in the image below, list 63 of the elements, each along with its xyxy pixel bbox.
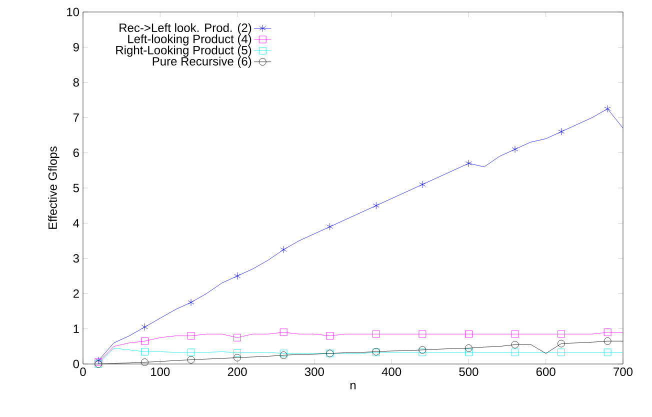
point <box>187 332 195 340</box>
point <box>558 128 565 136</box>
point <box>465 160 472 168</box>
point <box>512 146 518 153</box>
point <box>326 332 334 340</box>
point <box>187 348 195 356</box>
point <box>234 349 241 356</box>
point <box>558 348 565 356</box>
point <box>511 348 519 356</box>
point <box>511 330 519 338</box>
legend-label: Right-Looking Product (5) <box>116 46 252 57</box>
point <box>465 344 472 352</box>
point <box>234 272 241 280</box>
y-axis-title: Effective Gflops <box>48 146 60 229</box>
point <box>604 328 612 336</box>
legend-label: Left-looking Product (4) <box>128 34 252 46</box>
point <box>372 330 380 338</box>
point <box>141 348 148 356</box>
point <box>280 328 288 336</box>
x-tick-label: 100 <box>151 368 170 376</box>
x-tick-label: 400 <box>382 368 402 376</box>
legend-label: Rec->Left look. Prod. (2) <box>120 23 252 34</box>
point <box>604 105 611 112</box>
point <box>372 202 380 210</box>
x-axis-title: n <box>350 382 356 390</box>
y-tick-label: 7 <box>73 113 79 122</box>
point <box>141 358 148 366</box>
point <box>604 337 612 345</box>
legend-label: Pure Recursive (6) <box>152 56 252 68</box>
y-tick-label: 4 <box>73 219 80 228</box>
y-tick-label: 9 <box>73 42 79 52</box>
point <box>604 348 612 356</box>
x-tick-label: 500 <box>459 368 478 376</box>
point <box>558 340 565 348</box>
point <box>234 334 241 342</box>
point <box>465 330 472 338</box>
point <box>558 330 565 338</box>
point <box>141 337 148 345</box>
point <box>234 354 241 362</box>
point <box>418 348 426 356</box>
x-tick-label: 0 <box>80 368 86 376</box>
y-tick-label: 8 <box>73 78 79 87</box>
y-tick-label: 6 <box>73 148 79 158</box>
point <box>280 246 287 254</box>
y-tick-label: 2 <box>73 289 79 298</box>
x-tick-label: 700 <box>614 368 633 376</box>
x-tick-label: 200 <box>228 368 247 376</box>
x-tick-label: 300 <box>304 368 324 376</box>
y-tick-label: 10 <box>67 8 80 16</box>
point <box>141 323 148 331</box>
point <box>326 223 334 230</box>
point <box>188 298 194 306</box>
x-tick-label: 600 <box>536 368 556 376</box>
point <box>418 330 426 338</box>
point <box>511 340 519 348</box>
point <box>187 356 195 364</box>
y-tick-label: 5 <box>73 184 79 192</box>
point <box>418 346 426 354</box>
y-tick-label: 0 <box>73 360 80 368</box>
point <box>465 348 472 356</box>
y-tick-label: 1 <box>74 324 79 333</box>
point <box>419 180 426 188</box>
y-tick-label: 3 <box>73 254 79 263</box>
